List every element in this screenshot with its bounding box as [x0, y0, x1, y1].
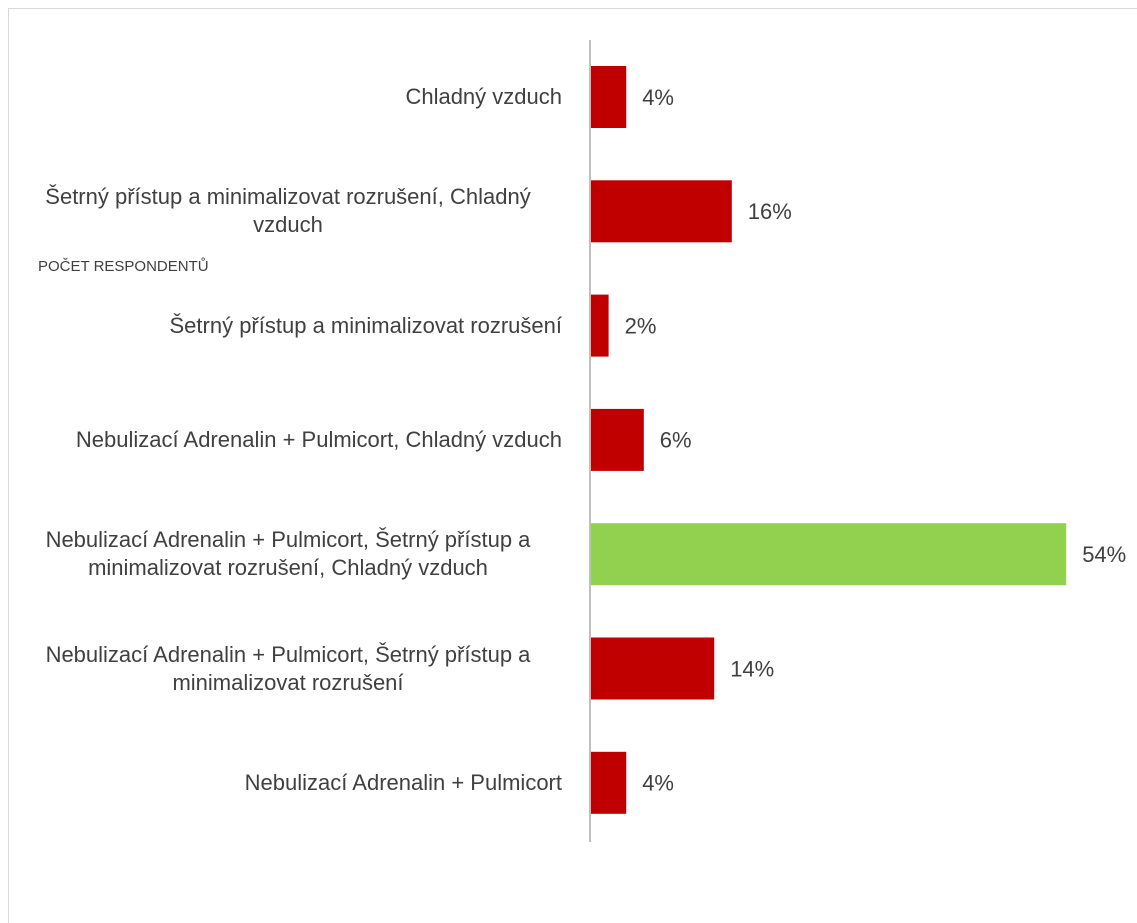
value-label: 4%	[642, 771, 674, 796]
category-label: Nebulizací Adrenalin + Pulmicort, Šetrný…	[10, 641, 562, 697]
bar	[591, 408, 644, 471]
category-text: Šetrný přístup a minimalizovat rozrušení…	[45, 184, 531, 238]
bar	[591, 66, 627, 128]
category-text: Nebulizací Adrenalin + Pulmicort, Chladn…	[75, 426, 562, 452]
category-text: Nebulizací Adrenalin + Pulmicort	[244, 769, 562, 795]
bar	[591, 294, 609, 357]
value-label: 2%	[625, 313, 657, 338]
category-text: Šetrný přístup a minimalizovat rozrušení	[169, 312, 563, 338]
category-text: Nebulizací Adrenalin + Pulmicort, Šetrný…	[45, 527, 531, 581]
value-label: 6%	[660, 428, 692, 453]
frame	[8, 8, 1137, 923]
value-label: 16%	[748, 199, 792, 224]
value-label: 14%	[730, 656, 774, 681]
category-label: Nebulizací Adrenalin + Pulmicort, Chladn…	[10, 426, 562, 454]
category-text: Chladný vzduch	[405, 84, 562, 109]
bar	[591, 637, 715, 700]
bar	[591, 180, 732, 243]
category-label: Nebulizací Adrenalin + Pulmicort, Šetrný…	[10, 526, 562, 582]
category-label: Šetrný přístup a minimalizovat rozrušení…	[10, 183, 562, 239]
annotation: POČET RESPONDENTŮ	[38, 258, 209, 275]
category-label: Chladný vzduch	[10, 83, 562, 111]
category-label: Šetrný přístup a minimalizovat rozrušení	[10, 312, 563, 340]
bar	[591, 751, 627, 814]
category-label: Nebulizací Adrenalin + Pulmicort	[10, 769, 562, 797]
value-label: 4%	[642, 85, 674, 110]
bar	[591, 523, 1067, 586]
category-text: Nebulizací Adrenalin + Pulmicort, Šetrný…	[45, 641, 531, 695]
value-label: 54%	[1082, 542, 1126, 567]
